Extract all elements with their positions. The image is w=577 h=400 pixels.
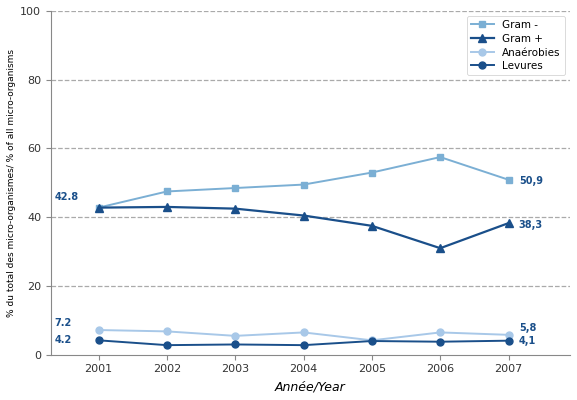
Anaérobies <box>369 338 376 343</box>
Anaérobies <box>95 328 102 332</box>
Gram + <box>232 206 239 211</box>
Text: 4,1: 4,1 <box>519 336 536 346</box>
X-axis label: Année/Year: Année/Year <box>275 380 346 393</box>
Gram + <box>369 224 376 228</box>
Gram - <box>505 177 512 182</box>
Line: Gram -: Gram - <box>95 154 512 211</box>
Line: Levures: Levures <box>95 337 512 349</box>
Gram - <box>95 205 102 210</box>
Legend: Gram -, Gram +, Anaérobies, Levures: Gram -, Gram +, Anaérobies, Levures <box>467 16 565 76</box>
Text: 38,3: 38,3 <box>519 220 543 230</box>
Gram + <box>437 246 444 250</box>
Anaérobies <box>163 329 170 334</box>
Gram + <box>505 221 512 226</box>
Text: 4.2: 4.2 <box>54 336 72 346</box>
Line: Anaérobies: Anaérobies <box>95 326 512 344</box>
Gram + <box>95 205 102 210</box>
Line: Gram +: Gram + <box>95 203 513 252</box>
Levures <box>232 342 239 347</box>
Text: 5,8: 5,8 <box>519 323 536 333</box>
Levures <box>369 339 376 344</box>
Gram - <box>163 189 170 194</box>
Anaérobies <box>300 330 307 335</box>
Gram + <box>163 204 170 209</box>
Levures <box>95 338 102 343</box>
Y-axis label: % du total des micro-organismes/ % of all micro-organisms: % du total des micro-organismes/ % of al… <box>7 49 16 317</box>
Gram - <box>369 170 376 175</box>
Gram - <box>437 155 444 160</box>
Anaérobies <box>505 332 512 337</box>
Levures <box>300 343 307 348</box>
Anaérobies <box>232 334 239 338</box>
Gram - <box>232 186 239 190</box>
Gram + <box>300 213 307 218</box>
Text: 50,9: 50,9 <box>519 176 543 186</box>
Text: 7.2: 7.2 <box>54 318 72 328</box>
Levures <box>437 339 444 344</box>
Levures <box>505 338 512 343</box>
Levures <box>163 343 170 348</box>
Gram - <box>300 182 307 187</box>
Anaérobies <box>437 330 444 335</box>
Text: 42.8: 42.8 <box>54 192 78 202</box>
